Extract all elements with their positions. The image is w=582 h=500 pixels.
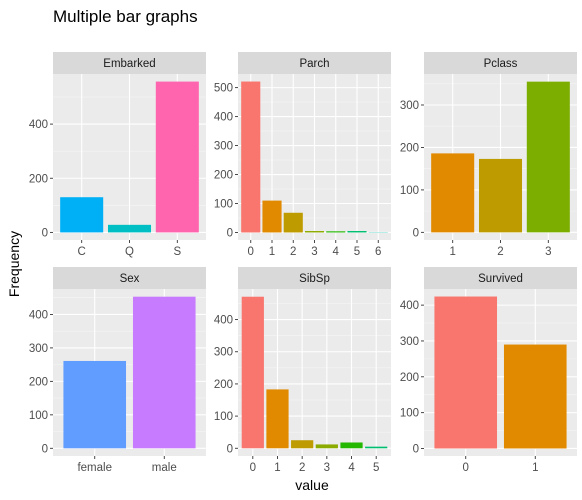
x-tick-label: 5 [373,462,379,474]
y-tick-label: 400 [214,112,233,124]
y-tick-label: 400 [214,315,233,327]
strip-label-pclass: Pclass [484,58,518,70]
y-tick-label: 200 [214,379,233,391]
bar-embarked-c [60,197,104,233]
strip-pclass [424,52,577,74]
x-tick-label: 0 [248,246,254,258]
x-tick-label: 6 [375,246,381,258]
y-tick-label: 100 [29,410,48,422]
y-tick-label: 300 [214,141,233,153]
y-tick-label: 0 [227,227,233,239]
x-tick-label: female [77,462,112,474]
y-tick-label: 300 [29,343,48,355]
y-tick-label: 100 [400,185,419,197]
x-tick-label: S [173,246,181,258]
bar-parch-5 [347,231,367,233]
bar-pclass-2 [478,158,523,233]
bar-parch-2 [283,212,303,233]
x-tick-label: 3 [324,462,330,474]
chart-title: Multiple bar graphs [53,7,198,26]
bar-embarked-q [107,224,152,233]
strip-sibsp [238,267,391,289]
y-tick-label: 0 [413,227,419,239]
facet-parch: Parch 0 100 200 300 400 500 0 1 2 3 4 5 6 [214,52,391,258]
y-tick-label: 400 [29,309,48,321]
y-tick-label: 200 [400,142,419,154]
bar-sibsp-0 [241,296,264,449]
y-tick-label: 0 [42,443,48,455]
bar-sex-male [132,296,196,449]
facet-pclass: Pclass 0 100 200 300 1 2 3 [400,52,577,258]
x-tick-label: 0 [250,462,256,474]
x-axis-title: value [295,477,329,493]
x-tick-label: male [152,462,177,474]
y-axis-title: Frequency [6,231,22,297]
strip-label-sibsp: SibSp [299,273,330,285]
x-tick-label: 1 [274,462,280,474]
bar-sibsp-5 [365,446,388,449]
y-tick-label: 0 [42,227,48,239]
bar-sibsp-3 [315,444,338,449]
bar-survived-0 [434,296,498,449]
x-tick-label: 1 [269,246,275,258]
x-tick-label: 3 [311,246,317,258]
x-tick-label: 2 [497,246,503,258]
bar-sex-female [63,360,127,449]
y-tick-label: 200 [214,170,233,182]
facet-sibsp: SibSp 0 100 200 300 400 0 1 2 3 4 5 [214,267,391,474]
x-tick-label: 2 [299,462,305,474]
x-tick-label: 4 [348,462,355,474]
bar-parch-3 [304,231,325,233]
bar-sibsp-1 [266,389,289,449]
bar-pclass-3 [526,81,570,233]
strip-label-sex: Sex [120,273,140,285]
bar-parch-0 [241,81,261,233]
y-tick-label: 300 [400,336,419,348]
strip-label-embarked: Embarked [103,58,155,70]
y-tick-label: 200 [29,376,48,388]
bar-embarked-s [155,81,199,233]
bar-parch-4 [326,231,346,233]
y-tick-label: 0 [227,443,233,455]
bar-pclass-1 [431,153,475,233]
x-tick-label: 4 [333,246,340,258]
x-tick-label: Q [125,246,134,258]
strip-survived [424,267,577,289]
x-tick-label: C [78,246,86,258]
y-tick-label: 200 [400,372,419,384]
strip-parch [238,52,391,74]
facet-sex: Sex 0 100 200 300 400 female male [29,267,206,474]
strip-embarked [53,52,206,74]
x-tick-label: 0 [463,462,469,474]
x-tick-label: 2 [290,246,296,258]
y-tick-label: 100 [214,198,233,210]
x-tick-label: 5 [354,246,360,258]
y-tick-label: 100 [400,408,419,420]
x-tick-label: 1 [532,462,538,474]
bar-sibsp-4 [340,442,363,449]
y-tick-label: 400 [400,300,419,312]
y-tick-label: 400 [29,119,48,131]
facet-survived: Survived 0 100 200 300 400 0 1 [400,267,577,474]
x-tick-label: 3 [545,246,551,258]
bar-survived-1 [503,344,567,449]
y-tick-label: 300 [214,347,233,359]
bar-parch-1 [262,200,282,233]
y-tick-label: 300 [400,100,419,112]
strip-sex [53,267,206,289]
y-tick-label: 0 [413,443,419,455]
strip-label-parch: Parch [299,58,329,70]
y-tick-label: 100 [214,411,233,423]
y-tick-label: 200 [29,173,48,185]
strip-label-survived: Survived [478,273,523,285]
facet-embarked: Embarked 0 200 400 C Q S [29,52,206,258]
x-tick-label: 1 [449,246,455,258]
bar-sibsp-2 [291,440,314,449]
y-tick-label: 500 [214,83,233,95]
